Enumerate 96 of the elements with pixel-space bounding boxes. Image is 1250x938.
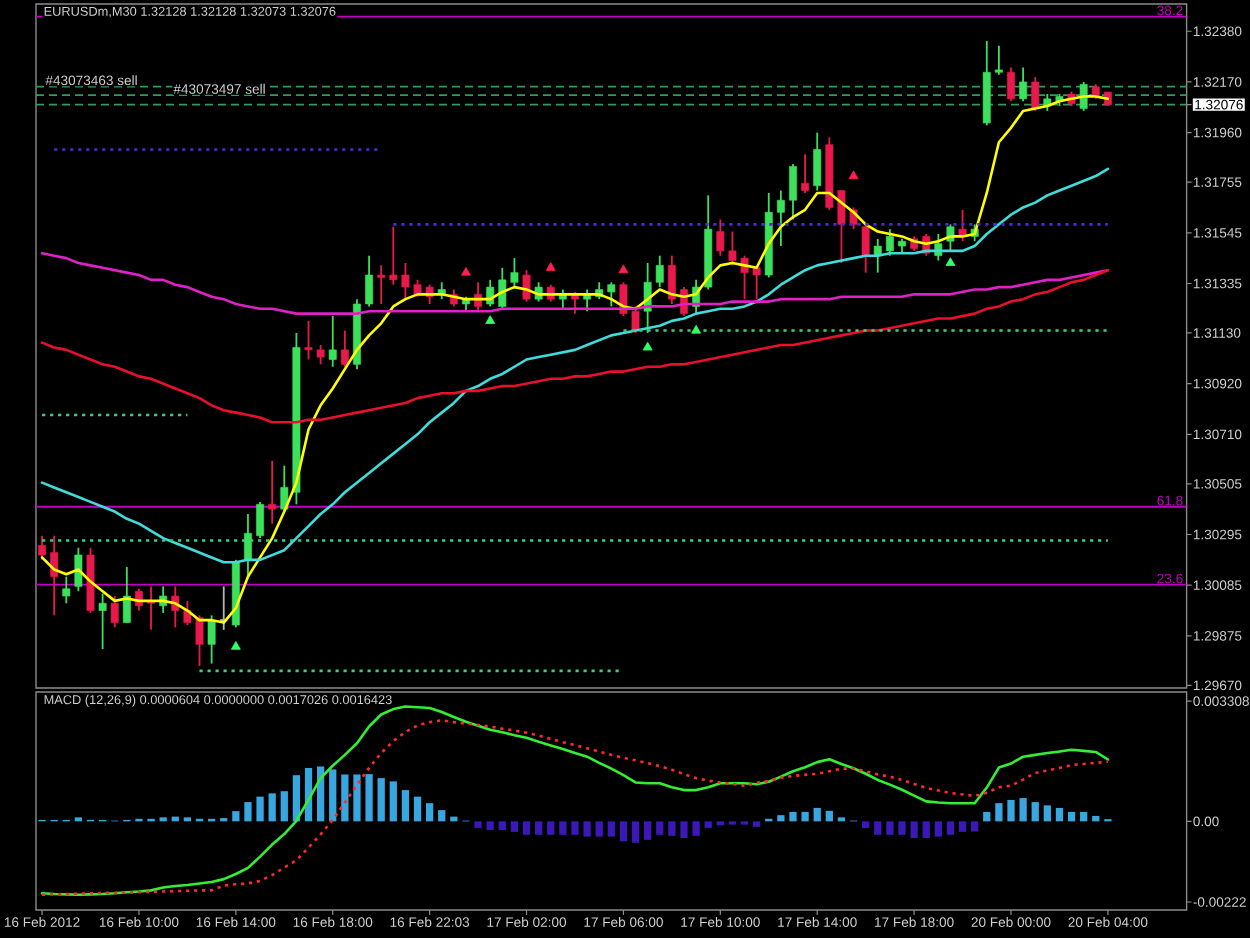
bar (619, 821, 628, 842)
bar (583, 821, 591, 837)
bar (668, 821, 676, 836)
bar (1080, 811, 1088, 822)
bar (922, 821, 930, 839)
candlestick (1007, 66, 1015, 103)
candlestick (801, 153, 810, 194)
bar (413, 796, 422, 822)
candlestick (244, 513, 252, 578)
bar (934, 821, 942, 837)
bar (377, 778, 385, 822)
bar (329, 769, 337, 822)
point (618, 264, 629, 274)
candlestick (377, 264, 386, 305)
bar (898, 821, 906, 835)
bar (280, 791, 288, 822)
bar (777, 815, 785, 822)
bar (571, 821, 579, 835)
bar (971, 821, 979, 832)
candlestick (885, 228, 894, 257)
point (485, 315, 496, 324)
point (230, 641, 241, 650)
point (461, 267, 471, 276)
bar (401, 790, 410, 822)
bar (498, 821, 506, 831)
candlestick (122, 566, 131, 624)
bar (1067, 811, 1076, 822)
bar (680, 821, 688, 839)
bar (874, 821, 882, 835)
point (642, 341, 653, 351)
bar (958, 821, 967, 832)
candlestick (1019, 66, 1028, 103)
candlestick (776, 189, 785, 247)
bar (1019, 798, 1027, 822)
bar (1043, 805, 1051, 822)
point (945, 257, 956, 266)
candlestick (340, 329, 349, 368)
bar (753, 821, 761, 827)
bar (474, 821, 482, 828)
bar (486, 821, 494, 831)
bar (789, 811, 797, 822)
bar (607, 821, 615, 837)
point (545, 262, 556, 271)
bar (813, 807, 821, 822)
bar (910, 821, 918, 839)
bar (559, 821, 567, 835)
bar (244, 802, 252, 822)
bar (595, 821, 603, 837)
bar (535, 821, 543, 835)
candlestick (328, 315, 337, 368)
candlestick (813, 131, 822, 192)
bar (886, 821, 894, 835)
point (848, 170, 859, 180)
bar (547, 821, 555, 835)
bar (631, 821, 640, 843)
candlestick (667, 254, 676, 305)
candlestick (365, 254, 373, 308)
candlestick (789, 163, 797, 221)
point (691, 324, 701, 334)
bar (1031, 802, 1039, 822)
candlestick (994, 44, 1003, 76)
candlestick (62, 575, 71, 605)
bar (1007, 799, 1015, 822)
candlestick (256, 501, 264, 540)
candlestick (861, 223, 870, 274)
bar (292, 775, 301, 822)
bar (692, 821, 700, 836)
bar (438, 810, 446, 822)
bar (510, 821, 519, 832)
candlestick (1079, 81, 1088, 112)
bar (983, 811, 991, 822)
bar (522, 821, 531, 835)
bar (995, 803, 1003, 822)
bar (862, 821, 870, 828)
bar (644, 821, 652, 840)
candlestick (98, 592, 107, 651)
bar (426, 803, 434, 822)
candlestick (38, 534, 46, 561)
bar (656, 821, 664, 835)
bar (341, 774, 349, 822)
bar (1055, 807, 1064, 822)
bar (365, 774, 373, 822)
bar (353, 774, 361, 822)
bar (801, 811, 809, 822)
candlestick (1031, 76, 1040, 112)
candlestick (268, 459, 277, 525)
candlestick (607, 281, 616, 308)
bar (825, 810, 833, 822)
candlestick (207, 614, 216, 665)
bar (256, 796, 264, 822)
bar (704, 821, 712, 828)
candlestick (110, 595, 119, 629)
bar (232, 811, 240, 822)
bar (268, 793, 276, 822)
bar (946, 821, 955, 835)
bar (389, 781, 397, 822)
